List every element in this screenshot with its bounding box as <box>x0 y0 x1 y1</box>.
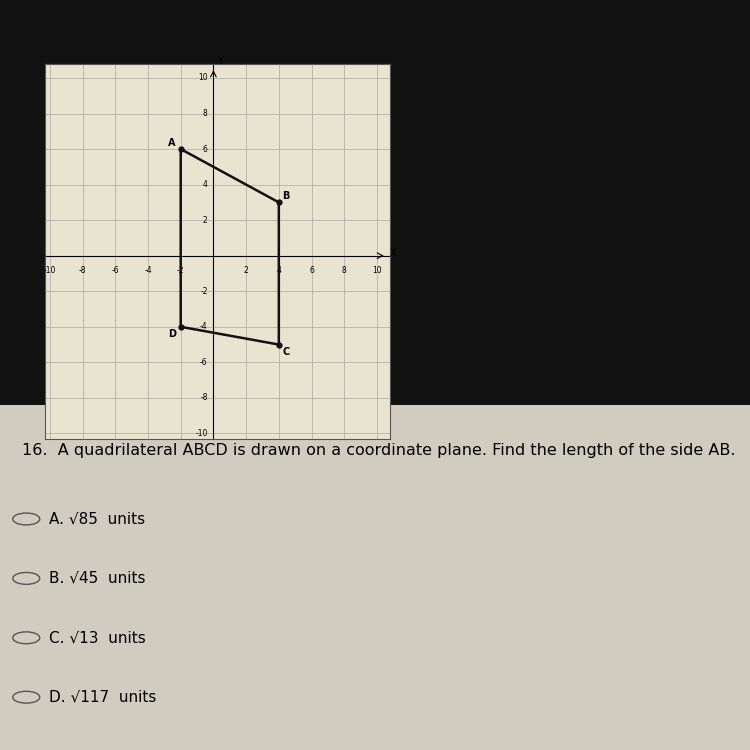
Text: 4: 4 <box>277 266 281 275</box>
Text: 2: 2 <box>203 216 208 225</box>
Text: A: A <box>168 138 176 148</box>
Text: -4: -4 <box>144 266 152 275</box>
Text: Y: Y <box>217 56 223 65</box>
Text: -8: -8 <box>79 266 86 275</box>
Text: -2: -2 <box>177 266 184 275</box>
Text: D. √117  units: D. √117 units <box>49 690 156 705</box>
Text: 10: 10 <box>372 266 382 275</box>
Text: -2: -2 <box>200 286 208 296</box>
Text: 8: 8 <box>203 109 208 118</box>
Text: -4: -4 <box>200 322 208 332</box>
Text: A. √85  units: A. √85 units <box>49 512 145 526</box>
Text: C: C <box>283 346 290 357</box>
Text: B. √45  units: B. √45 units <box>49 571 146 586</box>
Text: 6: 6 <box>309 266 314 275</box>
Text: C. √13  units: C. √13 units <box>49 630 146 645</box>
Text: 4: 4 <box>202 180 208 189</box>
Text: 16.  A quadrilateral ABCD is drawn on a coordinate plane. Find the length of the: 16. A quadrilateral ABCD is drawn on a c… <box>22 443 736 458</box>
Text: 6: 6 <box>202 145 208 154</box>
Text: X: X <box>390 248 397 258</box>
Text: -6: -6 <box>200 358 208 367</box>
Text: -10: -10 <box>195 429 208 438</box>
Text: 8: 8 <box>342 266 346 275</box>
Text: 2: 2 <box>244 266 248 275</box>
Text: -8: -8 <box>200 393 208 402</box>
Text: -6: -6 <box>112 266 119 275</box>
Text: -10: -10 <box>44 266 56 275</box>
Text: B: B <box>283 191 290 201</box>
Text: D: D <box>168 329 176 339</box>
Text: 10: 10 <box>198 74 208 82</box>
